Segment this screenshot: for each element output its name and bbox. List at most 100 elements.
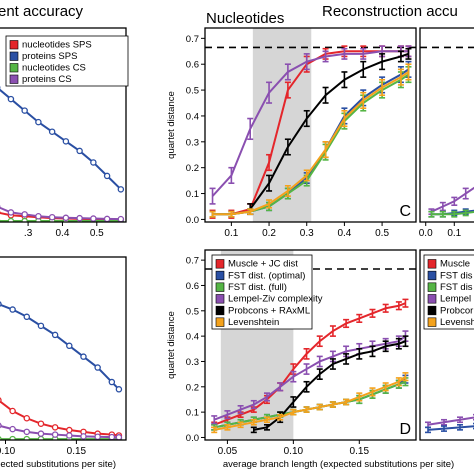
- series-proteins-cs: [0, 205, 125, 222]
- series-proteins-sps: [0, 85, 125, 193]
- data-point: [7, 209, 15, 216]
- legend-label: proteins CS: [22, 74, 72, 85]
- legend-swatch: [9, 51, 19, 61]
- legend-swatch: [9, 63, 19, 73]
- data-point: [117, 215, 125, 222]
- series-line: [211, 50, 409, 197]
- y-tick-label: 0.2: [186, 382, 199, 393]
- data-point: [7, 95, 15, 103]
- data-point: [37, 435, 45, 440]
- data-point: [90, 159, 97, 166]
- y-tick-label: 0.5: [186, 306, 199, 317]
- legend-label: Probcons + RAxML: [228, 305, 310, 316]
- y-tick-label: 0.1: [186, 189, 199, 200]
- data-point: [51, 431, 59, 438]
- legend-label: nucleotides SPS: [22, 40, 92, 51]
- y-axis-label: quartet distance: [166, 311, 177, 379]
- data-point: [23, 313, 31, 321]
- data-point: [80, 433, 87, 440]
- data-point: [115, 434, 123, 440]
- series-line: [0, 400, 120, 437]
- legend-swatch: [215, 259, 225, 269]
- data-point: [108, 378, 116, 386]
- data-point: [103, 215, 111, 222]
- data-point: [7, 217, 15, 222]
- series-line: [214, 375, 407, 431]
- data-point: [21, 211, 28, 218]
- x-tick-label: 0.4: [337, 228, 351, 239]
- y-tick-label: 0.1: [186, 408, 199, 419]
- legend-label: proteins SPS: [22, 51, 77, 62]
- x-tick-label: 0.5: [375, 228, 389, 239]
- legend-label: Lempel: [440, 294, 471, 305]
- data-point: [117, 186, 125, 193]
- data-point: [103, 172, 111, 180]
- legend-swatch: [427, 294, 437, 304]
- y-tick-label: 0.3: [186, 137, 199, 148]
- panel-C: 0.1 0.2 0.3 0.4 0.5 0.0 0.1 0.2 0.3 0.4 0.5 0.6 0.7 q…: [166, 27, 417, 239]
- heading-reconstruction: Reconstruction accu: [322, 3, 458, 20]
- x-tick-label: 0.5: [90, 228, 104, 239]
- y-tick-label: 0.0: [186, 215, 199, 226]
- legend-swatch: [215, 294, 225, 304]
- x-tick-label: 0.3: [300, 228, 314, 239]
- series-lempel-ziv-complexity: [425, 413, 474, 429]
- data-point: [66, 432, 73, 439]
- series-fst-dist-optimal-: [425, 422, 474, 434]
- legend-label: FST dist. (optimal): [228, 270, 305, 281]
- legend-label: FST dist. (full): [228, 282, 287, 293]
- y-axis-label: quartet distance: [166, 91, 177, 159]
- heading-left-fragment: ent accuracy: [0, 3, 84, 20]
- data-point: [90, 215, 97, 222]
- data-point: [9, 306, 16, 313]
- plot-frame: [0, 256, 127, 441]
- data-point: [62, 138, 70, 145]
- data-point: [66, 342, 73, 350]
- x-tick-label: 0.15: [67, 446, 87, 457]
- series-line: [213, 335, 407, 421]
- data-point: [51, 424, 59, 431]
- data-point: [76, 147, 83, 155]
- series-line: [212, 71, 410, 216]
- data-point: [94, 364, 101, 371]
- legend-label: Muscle + JC dist: [228, 259, 298, 270]
- data-point: [0, 301, 2, 307]
- legend-swatch: [215, 305, 225, 316]
- data-point: [66, 426, 73, 434]
- x-tick-label: 0.1: [224, 228, 238, 239]
- legend-label: Levenshtein: [228, 317, 279, 328]
- data-point: [51, 331, 59, 339]
- legend-swatch: [427, 305, 437, 316]
- series-lempel-ziv-complexity: [428, 186, 474, 216]
- data-point: [76, 214, 83, 222]
- x-tick-label: .3: [24, 228, 33, 239]
- y-tick-label: 0.6: [186, 281, 199, 292]
- panel-label: D: [399, 421, 411, 438]
- plot-frame: [204, 27, 417, 223]
- x-tick-label: 0.10: [0, 446, 16, 457]
- legend-swatch: [9, 40, 19, 50]
- data-point: [37, 430, 45, 437]
- y-tick-label: 0.7: [186, 256, 199, 267]
- legend-swatch: [215, 270, 225, 281]
- data-point: [35, 212, 42, 220]
- legend-label: Probcor: [440, 305, 473, 316]
- data-point: [62, 214, 70, 222]
- series-proteins-sps: [0, 301, 123, 393]
- legend-swatch: [427, 259, 437, 269]
- series-line: [427, 416, 474, 426]
- panel-label: C: [399, 203, 411, 220]
- y-tick-label: 0.0: [186, 433, 199, 444]
- data-point: [0, 436, 2, 440]
- data-point: [48, 213, 56, 221]
- plot-frame: [419, 249, 474, 441]
- series-line: [427, 425, 474, 431]
- plot-frame: [0, 27, 127, 223]
- plot-frame: [419, 27, 474, 223]
- legend-swatch: [427, 282, 437, 292]
- x-tick-label: 0.2: [262, 228, 276, 239]
